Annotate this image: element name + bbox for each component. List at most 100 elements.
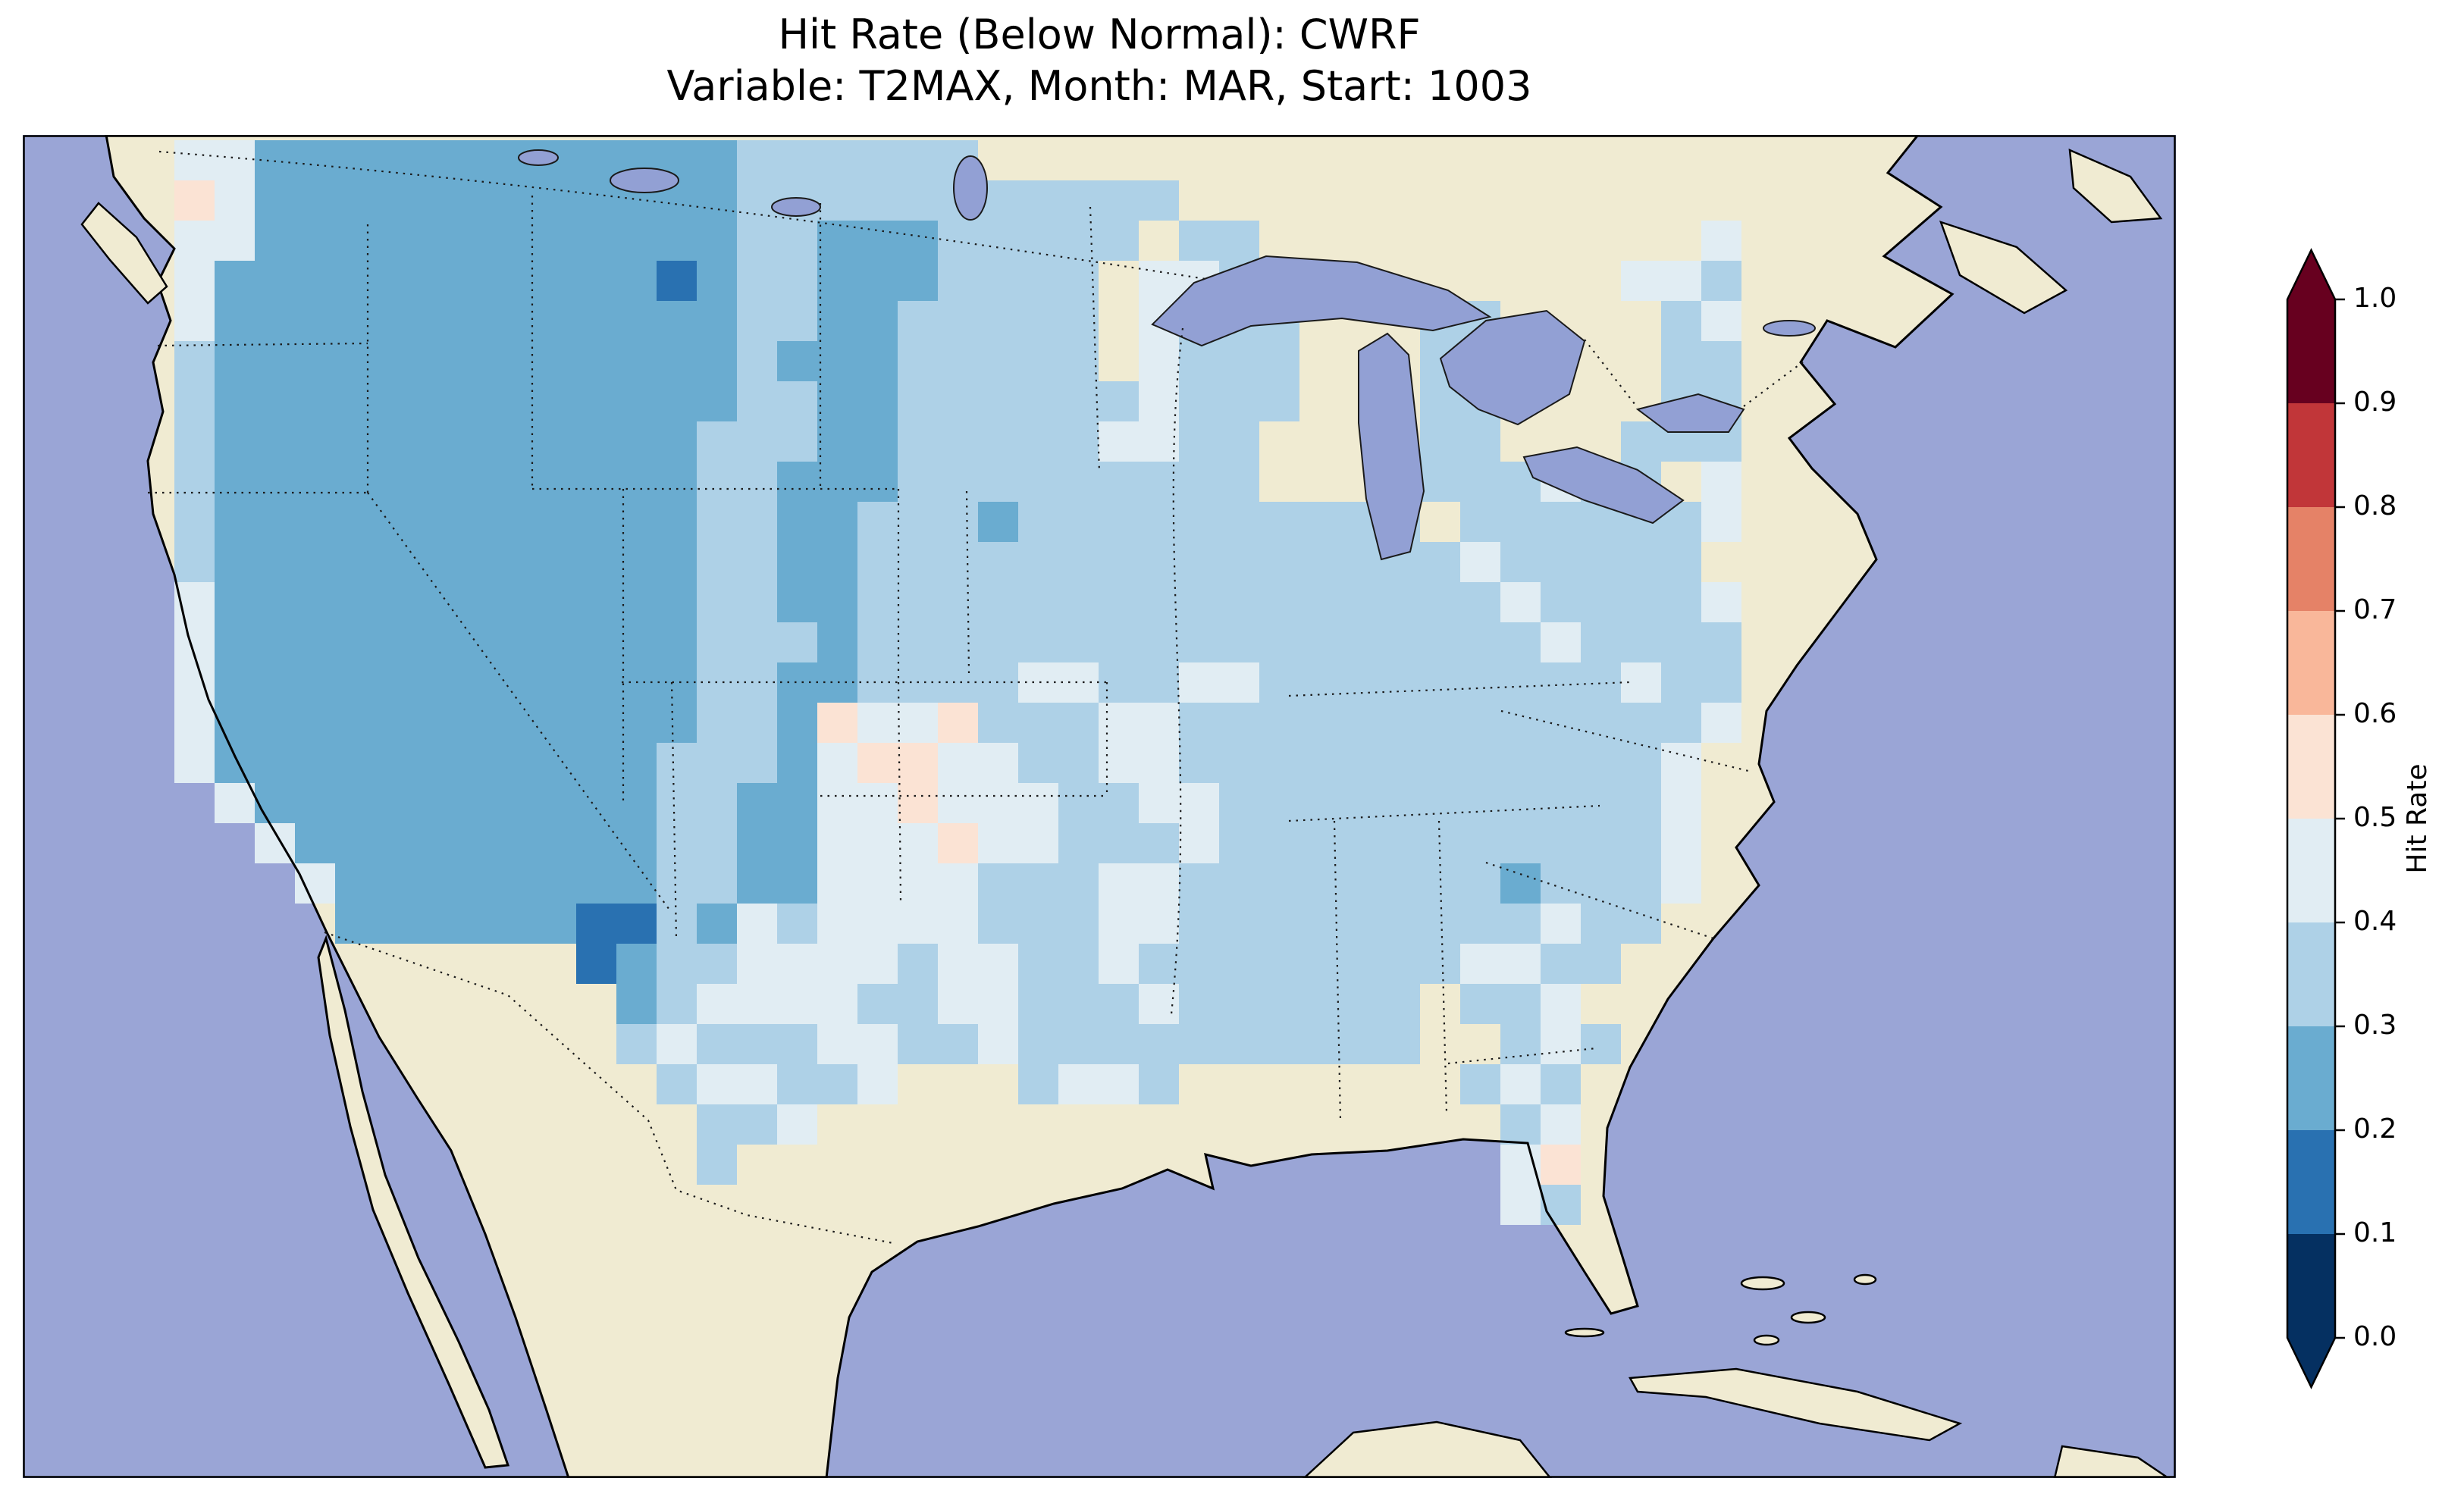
grid-cell xyxy=(456,622,496,662)
grid-cell xyxy=(1179,823,1219,863)
grid-cell xyxy=(496,863,536,904)
grid-cell xyxy=(1139,863,1179,904)
grid-cell xyxy=(335,863,375,904)
grid-cell xyxy=(817,984,857,1024)
grid-cell xyxy=(857,301,898,341)
grid-cell xyxy=(1058,221,1099,261)
grid-cell xyxy=(415,261,456,301)
grid-cell xyxy=(1500,944,1541,984)
grid-cell xyxy=(857,261,898,301)
vancouver-island xyxy=(80,202,168,305)
grid-cell xyxy=(1219,823,1259,863)
grid-cell xyxy=(898,1024,938,1064)
grid-cell xyxy=(456,863,496,904)
grid-cell xyxy=(978,542,1018,582)
grid-cell xyxy=(1460,904,1500,944)
grid-cell xyxy=(1018,904,1058,944)
grid-cell xyxy=(657,381,697,421)
grid-cell xyxy=(1661,783,1701,823)
grid-cell xyxy=(1340,904,1380,944)
grid-cell xyxy=(616,221,657,261)
grid-cell xyxy=(1219,462,1259,502)
grid-cell xyxy=(536,221,576,261)
grid-cell xyxy=(697,582,737,622)
grid-cell xyxy=(1099,1024,1139,1064)
grid-cell xyxy=(255,502,295,542)
grid-cell xyxy=(817,341,857,381)
grid-cell xyxy=(978,743,1018,783)
grid-cell xyxy=(456,301,496,341)
grid-cell xyxy=(415,582,456,622)
colorbar-band xyxy=(2287,403,2335,507)
canada-border-east xyxy=(1584,339,1638,409)
grid-cell xyxy=(616,502,657,542)
grid-cell xyxy=(657,1064,697,1104)
grid-cell xyxy=(737,1064,777,1104)
grid-cell xyxy=(938,863,978,904)
grid-cell xyxy=(335,783,375,823)
grid-cell xyxy=(174,743,215,783)
grid-cell xyxy=(1139,1064,1179,1104)
grid-cell xyxy=(857,783,898,823)
grid-cell xyxy=(978,1024,1018,1064)
grid-cell xyxy=(496,221,536,261)
grid-cell xyxy=(697,341,737,381)
st-lawrence xyxy=(1763,320,1816,337)
grid-cell xyxy=(1139,944,1179,984)
grid-cell xyxy=(496,421,536,462)
grid-cell xyxy=(1018,502,1058,542)
grid-cell xyxy=(1179,743,1219,783)
grid-cell xyxy=(1018,582,1058,622)
grid-cell xyxy=(496,341,536,381)
colorbar-band xyxy=(2287,1026,2335,1130)
grid-cell xyxy=(295,381,335,421)
grid-cell xyxy=(737,381,777,421)
grid-cell xyxy=(777,462,817,502)
grid-cell xyxy=(1099,984,1139,1024)
grid-cell xyxy=(295,261,335,301)
grid-cell xyxy=(255,703,295,743)
grid-cell xyxy=(1259,783,1299,823)
grid-cell xyxy=(496,904,536,944)
grid-cell xyxy=(938,381,978,421)
grid-cell xyxy=(1340,984,1380,1024)
grid-cell xyxy=(857,1064,898,1104)
grid-cell xyxy=(576,140,616,180)
grid-cell xyxy=(335,462,375,502)
grid-cell xyxy=(1500,1185,1541,1225)
grid-cell xyxy=(576,462,616,502)
grid-cell xyxy=(1621,823,1661,863)
grid-cell xyxy=(857,140,898,180)
grid-cell xyxy=(1018,462,1058,502)
grid-cell xyxy=(978,381,1018,421)
grid-cell xyxy=(536,582,576,622)
grid-cell xyxy=(1018,823,1058,863)
grid-cell xyxy=(1219,984,1259,1024)
grid-cell xyxy=(496,462,536,502)
grid-cell xyxy=(1299,823,1340,863)
state-line xyxy=(965,490,970,674)
grid-cell xyxy=(938,743,978,783)
grid-cell xyxy=(657,662,697,703)
grid-cell xyxy=(898,180,938,221)
grid-cell xyxy=(857,221,898,261)
grid-cell xyxy=(777,381,817,421)
grid-cell xyxy=(1420,944,1460,984)
grid-cell xyxy=(375,743,415,783)
grid-cell xyxy=(1500,1104,1541,1145)
grid-cell xyxy=(938,904,978,944)
grid-cell xyxy=(777,502,817,542)
bahamas-island xyxy=(1740,1276,1785,1291)
grid-cell xyxy=(1058,582,1099,622)
grid-cell xyxy=(255,662,295,703)
grid-cell xyxy=(1299,662,1340,703)
grid-cell xyxy=(456,180,496,221)
grid-cell xyxy=(456,823,496,863)
grid-cell xyxy=(1139,743,1179,783)
grid-cell xyxy=(375,582,415,622)
grid-cell xyxy=(1018,783,1058,823)
grid-cell xyxy=(1139,502,1179,542)
grid-cell xyxy=(697,140,737,180)
grid-cell xyxy=(777,421,817,462)
grid-cell xyxy=(1460,783,1500,823)
